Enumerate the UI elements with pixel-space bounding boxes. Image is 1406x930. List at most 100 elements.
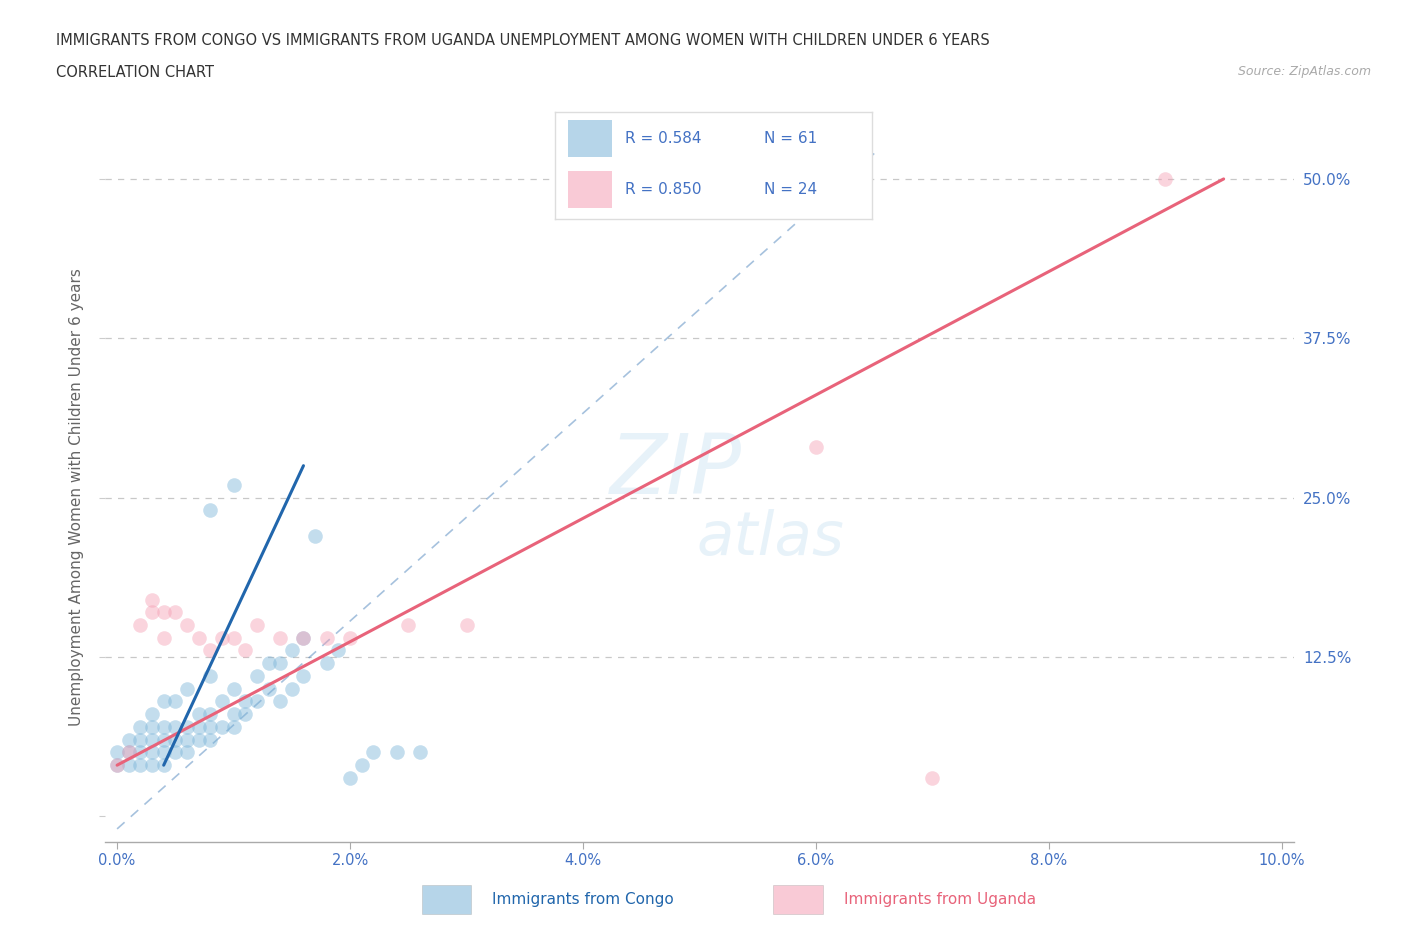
- Point: [269, 631, 291, 645]
- Point: [129, 745, 152, 760]
- Point: [176, 720, 198, 735]
- Point: [118, 745, 141, 760]
- Point: [350, 758, 373, 773]
- Point: [129, 758, 152, 773]
- Point: [105, 758, 128, 773]
- Point: [129, 732, 152, 747]
- Point: [233, 643, 256, 658]
- Bar: [568, 120, 613, 156]
- Point: [292, 631, 315, 645]
- Point: [233, 694, 256, 709]
- Point: [105, 758, 128, 773]
- Point: [118, 758, 141, 773]
- Point: [141, 745, 163, 760]
- Point: [152, 745, 174, 760]
- Point: [187, 720, 209, 735]
- Point: [304, 528, 326, 543]
- Text: N = 24: N = 24: [765, 182, 817, 197]
- Point: [921, 770, 943, 785]
- Point: [152, 758, 174, 773]
- Point: [141, 592, 163, 607]
- Point: [200, 669, 222, 684]
- Point: [165, 694, 187, 709]
- Point: [456, 618, 478, 632]
- Point: [165, 720, 187, 735]
- Point: [105, 745, 128, 760]
- Text: R = 0.584: R = 0.584: [624, 131, 702, 146]
- Point: [222, 682, 245, 697]
- Point: [281, 682, 304, 697]
- Point: [396, 618, 419, 632]
- Point: [118, 732, 141, 747]
- Point: [129, 618, 152, 632]
- Point: [222, 631, 245, 645]
- Point: [315, 656, 337, 671]
- Point: [152, 631, 174, 645]
- Point: [804, 439, 827, 454]
- Point: [211, 720, 233, 735]
- Bar: [422, 885, 471, 914]
- Point: [129, 720, 152, 735]
- Text: atlas: atlas: [697, 510, 845, 568]
- Point: [176, 745, 198, 760]
- Point: [233, 707, 256, 722]
- Point: [200, 720, 222, 735]
- Point: [118, 745, 141, 760]
- Point: [292, 631, 315, 645]
- Point: [315, 631, 337, 645]
- Text: ZIP: ZIP: [610, 430, 742, 511]
- Point: [176, 618, 198, 632]
- Text: Immigrants from Uganda: Immigrants from Uganda: [844, 892, 1036, 908]
- Point: [246, 669, 269, 684]
- Point: [257, 682, 280, 697]
- Point: [257, 656, 280, 671]
- Point: [222, 707, 245, 722]
- Text: IMMIGRANTS FROM CONGO VS IMMIGRANTS FROM UGANDA UNEMPLOYMENT AMONG WOMEN WITH CH: IMMIGRANTS FROM CONGO VS IMMIGRANTS FROM…: [56, 33, 990, 48]
- Text: Source: ZipAtlas.com: Source: ZipAtlas.com: [1237, 65, 1371, 78]
- Point: [200, 732, 222, 747]
- Point: [339, 770, 361, 785]
- Point: [141, 732, 163, 747]
- Point: [222, 477, 245, 492]
- Point: [176, 682, 198, 697]
- Text: N = 61: N = 61: [765, 131, 817, 146]
- Point: [246, 618, 269, 632]
- Point: [176, 732, 198, 747]
- Point: [187, 732, 209, 747]
- Point: [165, 732, 187, 747]
- Point: [152, 694, 174, 709]
- Point: [200, 503, 222, 518]
- Point: [141, 604, 163, 619]
- Text: CORRELATION CHART: CORRELATION CHART: [56, 65, 214, 80]
- Point: [165, 745, 187, 760]
- Point: [187, 707, 209, 722]
- Point: [409, 745, 432, 760]
- Point: [246, 694, 269, 709]
- Point: [152, 604, 174, 619]
- Point: [1154, 171, 1177, 186]
- Point: [222, 720, 245, 735]
- Point: [152, 720, 174, 735]
- Point: [200, 643, 222, 658]
- Point: [211, 631, 233, 645]
- Point: [211, 694, 233, 709]
- Point: [363, 745, 385, 760]
- Point: [141, 707, 163, 722]
- Point: [339, 631, 361, 645]
- Point: [281, 643, 304, 658]
- Text: R = 0.850: R = 0.850: [624, 182, 702, 197]
- Point: [141, 720, 163, 735]
- Bar: [568, 171, 613, 208]
- Y-axis label: Unemployment Among Women with Children Under 6 years: Unemployment Among Women with Children U…: [69, 269, 84, 726]
- Point: [385, 745, 408, 760]
- Point: [328, 643, 350, 658]
- Point: [187, 631, 209, 645]
- Point: [165, 604, 187, 619]
- Bar: [773, 885, 823, 914]
- Point: [269, 694, 291, 709]
- Point: [292, 669, 315, 684]
- Point: [269, 656, 291, 671]
- Point: [200, 707, 222, 722]
- Point: [141, 758, 163, 773]
- Point: [152, 732, 174, 747]
